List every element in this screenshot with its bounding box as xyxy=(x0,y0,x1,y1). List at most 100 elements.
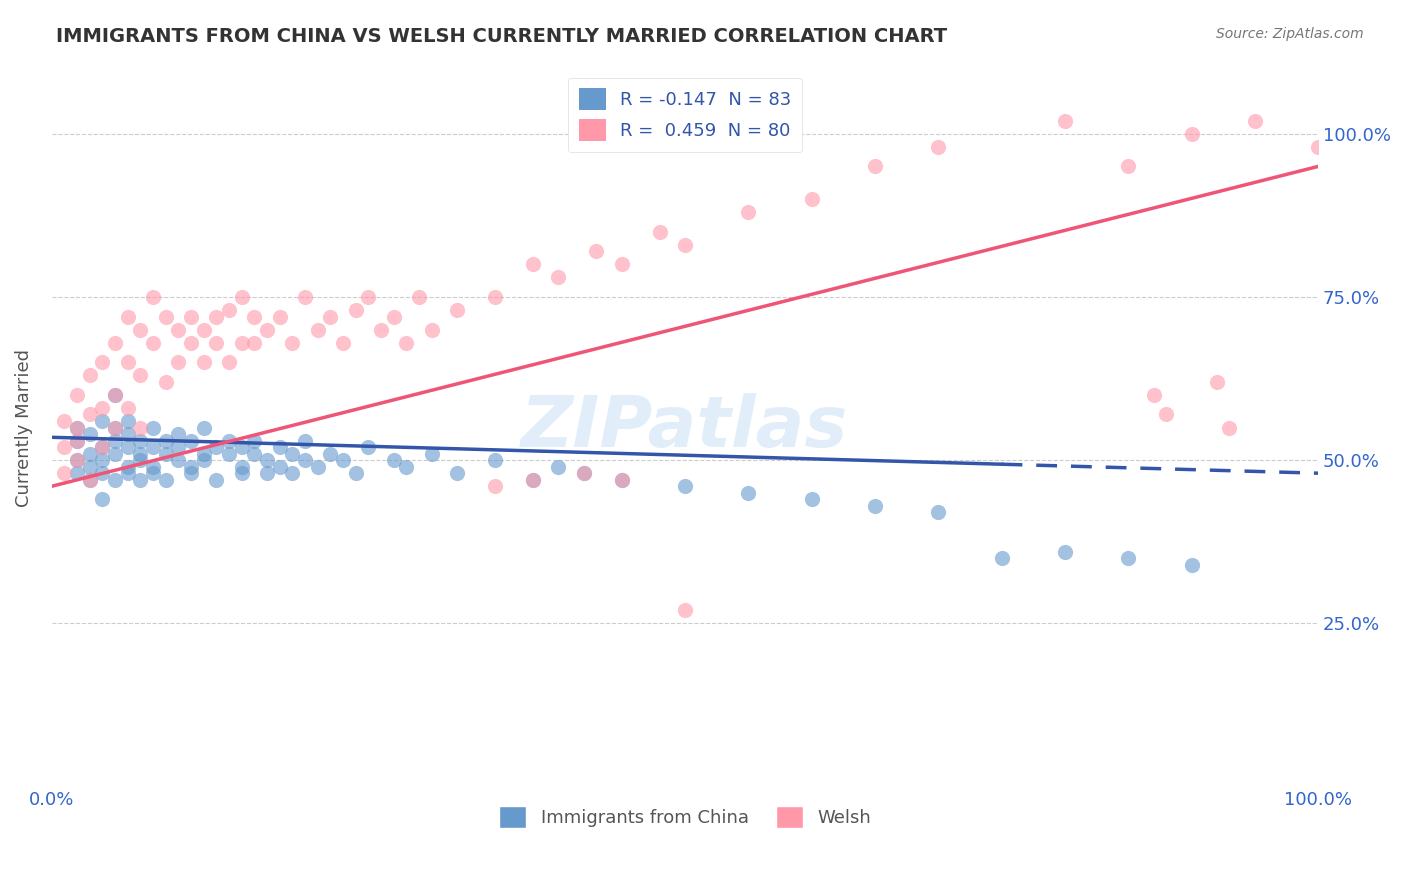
Point xyxy=(1154,408,1177,422)
Point xyxy=(269,310,291,324)
Point xyxy=(218,303,240,318)
Point xyxy=(610,473,633,487)
Point xyxy=(484,453,506,467)
Point xyxy=(927,505,949,519)
Point xyxy=(218,447,240,461)
Point xyxy=(243,335,266,350)
Point xyxy=(79,447,101,461)
Point xyxy=(1053,544,1076,558)
Point xyxy=(319,310,342,324)
Point xyxy=(155,473,177,487)
Point xyxy=(585,244,607,259)
Point xyxy=(117,310,139,324)
Point xyxy=(117,459,139,474)
Point xyxy=(231,459,253,474)
Point xyxy=(863,160,886,174)
Point xyxy=(129,473,152,487)
Point xyxy=(446,303,468,318)
Point xyxy=(307,459,329,474)
Point xyxy=(256,453,278,467)
Point xyxy=(66,388,89,402)
Point xyxy=(800,192,823,206)
Point xyxy=(91,355,114,369)
Point xyxy=(66,466,89,480)
Text: IMMIGRANTS FROM CHINA VS WELSH CURRENTLY MARRIED CORRELATION CHART: IMMIGRANTS FROM CHINA VS WELSH CURRENTLY… xyxy=(56,27,948,45)
Point xyxy=(79,473,101,487)
Point xyxy=(673,479,696,493)
Point xyxy=(737,205,759,219)
Point xyxy=(1142,388,1164,402)
Point xyxy=(193,323,215,337)
Point xyxy=(53,414,76,428)
Point xyxy=(1205,375,1227,389)
Point xyxy=(66,434,89,448)
Point xyxy=(420,323,443,337)
Point xyxy=(205,473,228,487)
Point xyxy=(522,257,544,271)
Point xyxy=(610,257,633,271)
Point xyxy=(231,440,253,454)
Point xyxy=(281,447,304,461)
Point xyxy=(572,466,595,480)
Point xyxy=(990,551,1012,566)
Point xyxy=(395,335,418,350)
Point xyxy=(863,499,886,513)
Point xyxy=(1308,140,1330,154)
Point xyxy=(673,603,696,617)
Point xyxy=(117,355,139,369)
Point xyxy=(180,310,202,324)
Point xyxy=(129,323,152,337)
Point xyxy=(66,453,89,467)
Point xyxy=(522,473,544,487)
Point xyxy=(269,440,291,454)
Point xyxy=(547,459,569,474)
Point xyxy=(117,440,139,454)
Point xyxy=(91,440,114,454)
Point xyxy=(572,466,595,480)
Point xyxy=(79,473,101,487)
Point xyxy=(1116,551,1139,566)
Point xyxy=(193,420,215,434)
Point xyxy=(91,440,114,454)
Point xyxy=(927,140,949,154)
Point xyxy=(91,492,114,507)
Point xyxy=(357,440,380,454)
Point xyxy=(294,453,316,467)
Point xyxy=(243,434,266,448)
Point xyxy=(1116,160,1139,174)
Point xyxy=(104,388,127,402)
Point xyxy=(522,473,544,487)
Point xyxy=(142,459,165,474)
Point xyxy=(395,459,418,474)
Point xyxy=(307,323,329,337)
Point xyxy=(79,459,101,474)
Point xyxy=(167,355,190,369)
Point xyxy=(243,310,266,324)
Point xyxy=(66,453,89,467)
Point xyxy=(104,420,127,434)
Point xyxy=(344,466,367,480)
Text: Source: ZipAtlas.com: Source: ZipAtlas.com xyxy=(1216,27,1364,41)
Point xyxy=(142,440,165,454)
Point xyxy=(193,453,215,467)
Point xyxy=(357,290,380,304)
Point xyxy=(281,335,304,350)
Point xyxy=(231,335,253,350)
Point xyxy=(484,290,506,304)
Point xyxy=(104,420,127,434)
Point xyxy=(800,492,823,507)
Point xyxy=(294,290,316,304)
Point xyxy=(155,310,177,324)
Point xyxy=(180,459,202,474)
Point xyxy=(1218,420,1240,434)
Point xyxy=(205,440,228,454)
Point xyxy=(104,447,127,461)
Point xyxy=(1243,113,1265,128)
Point xyxy=(104,335,127,350)
Point xyxy=(1180,127,1202,141)
Point xyxy=(673,237,696,252)
Point xyxy=(155,434,177,448)
Point xyxy=(648,225,671,239)
Point xyxy=(104,434,127,448)
Point xyxy=(142,290,165,304)
